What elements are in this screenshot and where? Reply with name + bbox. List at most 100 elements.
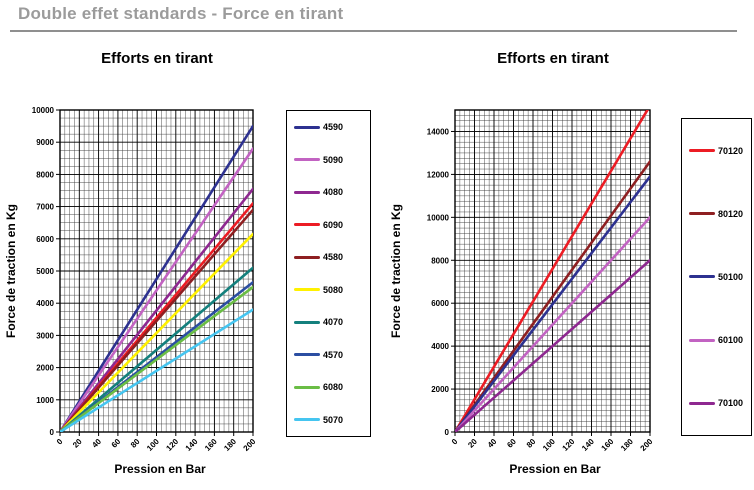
y-axis-title: Force de traction en Kg: [389, 204, 403, 338]
legend-label: 5080: [323, 284, 344, 295]
x-tick-label: 120: [561, 437, 577, 453]
legend-item-4590: 4590: [294, 122, 370, 132]
legend-line-swatch: [689, 338, 715, 342]
legend-label: 4580: [323, 252, 344, 263]
x-tick-label: 160: [600, 437, 616, 453]
series-line-6080: [60, 285, 253, 432]
legend-label: 50100: [718, 271, 744, 282]
series-line-4080: [60, 187, 253, 432]
legend-label: 6090: [323, 219, 344, 230]
series-line-5090: [60, 147, 253, 432]
y-tick-label: 4000: [36, 299, 54, 308]
legend-label: 4570: [323, 349, 344, 360]
legend-label: 4080: [323, 187, 344, 198]
y-tick-label: 7000: [36, 203, 54, 212]
y-tick-label: 4000: [431, 342, 449, 351]
legend-line-swatch: [689, 401, 715, 405]
x-tick-label: 180: [619, 437, 635, 453]
legend-label: 5090: [323, 154, 344, 165]
x-tick-label: 100: [541, 437, 557, 453]
series-line-4070: [60, 266, 253, 432]
y-tick-label: 8000: [36, 170, 54, 179]
y-axis-title: Force de traction en Kg: [4, 204, 18, 338]
legend-item-5080: 5080: [294, 285, 370, 295]
x-axis-title: Pression en Bar: [509, 462, 601, 476]
y-tick-label: 6000: [431, 299, 449, 308]
y-tick-label: 9000: [36, 138, 54, 147]
y-tick-label: 1000: [36, 396, 54, 405]
series-lines: [60, 124, 253, 432]
legend-item-5090: 5090: [294, 155, 370, 165]
series-line-5070: [60, 308, 253, 432]
x-tick-label: 80: [525, 437, 538, 450]
legend-line-swatch: [294, 288, 320, 292]
legend-line-swatch: [294, 125, 320, 129]
series-line-80120: [455, 160, 650, 432]
legend-item-80120: 80120: [689, 209, 751, 219]
x-axis-title: Pression en Bar: [114, 462, 206, 476]
header-divider: [10, 30, 737, 32]
legend-item-50100: 50100: [689, 272, 751, 282]
y-tick-label: 10000: [32, 106, 55, 115]
legend-item-60100: 60100: [689, 335, 751, 345]
y-tick-label: 0: [50, 428, 55, 437]
legend-box: 70120 80120 50100 60100 70100: [681, 118, 752, 436]
legend-label: 4070: [323, 317, 344, 328]
x-tick-label: 20: [466, 437, 479, 450]
legend-line-swatch: [689, 275, 715, 279]
legend-line-swatch: [294, 353, 320, 357]
y-tick-label: 14000: [427, 127, 450, 136]
legend-label: 70120: [718, 145, 744, 156]
chart-svg-1: 0 20 40 60 80 100 120 140 160 180 2000200040006000…: [389, 50, 655, 476]
x-tick-label: 60: [505, 437, 518, 450]
legend-item-4570: 4570: [294, 350, 370, 360]
y-tick-label: 0: [445, 428, 450, 437]
legend-item-70120: 70120: [689, 146, 751, 156]
legend-label: 6080: [323, 382, 344, 393]
chart-title: Efforts en tirant: [497, 50, 609, 67]
x-tick-label: 0: [55, 437, 65, 447]
series-line-70100: [455, 258, 650, 432]
legend-label: 60100: [718, 335, 744, 346]
legend-item-70100: 70100: [689, 398, 751, 408]
x-tick-label: 0: [450, 437, 460, 447]
chart-title: Efforts en tirant: [101, 50, 213, 67]
series-line-70120: [455, 110, 649, 432]
series-line-50100: [455, 175, 650, 432]
y-tick-label: 3000: [36, 331, 54, 340]
y-tick-label: 6000: [36, 235, 54, 244]
legend-line-swatch: [294, 418, 320, 422]
chart-svg-0: 0 20 40 60 80 100 120 140 160 180 2000100020003000…: [4, 50, 258, 476]
series-line-4590: [60, 124, 253, 432]
legend-line-swatch: [294, 255, 320, 259]
legend-line-swatch: [689, 149, 715, 153]
legend-line-swatch: [294, 158, 320, 162]
y-tick-label: 10000: [427, 213, 450, 222]
legend-item-4080: 4080: [294, 187, 370, 197]
legend-label: 4590: [323, 122, 344, 133]
series-line-4580: [60, 208, 253, 432]
legend-label: 5070: [323, 414, 344, 425]
x-tick-label: 40: [486, 437, 499, 450]
legend-item-6080: 6080: [294, 382, 370, 392]
series-line-60100: [455, 216, 650, 432]
x-tick-label: 200: [639, 437, 655, 453]
y-tick-label: 12000: [427, 170, 450, 179]
series-line-5080: [60, 232, 253, 432]
legend-label: 80120: [718, 208, 744, 219]
legend-item-4580: 4580: [294, 252, 370, 262]
x-tick-label: 140: [580, 437, 596, 453]
legend-line-swatch: [294, 223, 320, 227]
y-tick-label: 5000: [36, 267, 54, 276]
y-tick-label: 2000: [36, 364, 54, 373]
legend-line-swatch: [294, 190, 320, 194]
legend-line-swatch: [294, 320, 320, 324]
legend-item-5070: 5070: [294, 415, 370, 425]
y-tick-label: 2000: [431, 385, 449, 394]
legend-item-4070: 4070: [294, 317, 370, 327]
legend-line-swatch: [294, 385, 320, 389]
series-lines: [455, 110, 650, 432]
